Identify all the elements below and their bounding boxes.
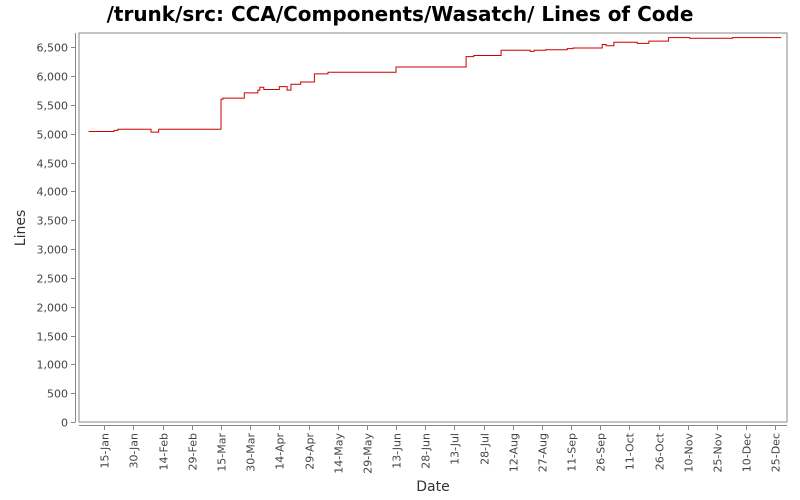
y-tick-label: 4,000 [37, 186, 69, 199]
x-tick-label: 30-Jan [128, 433, 141, 469]
x-tick-label: 26-Sep [595, 433, 608, 472]
y-tick-label: 2,500 [37, 273, 69, 286]
y-tick-label: 4,500 [37, 158, 69, 171]
x-axis-ticks: 15-Jan 30-Jan 14-Feb 29-Feb 15-Mar 30-Mar 14-A… [99, 425, 783, 474]
x-tick-label: 27-Aug [537, 433, 550, 472]
chart-title: /trunk/src: CCA/Components/Wasatch/ Line… [106, 2, 694, 26]
series-line [88, 37, 782, 133]
y-tick-label: 1,500 [37, 331, 69, 344]
y-tick-label: 2,000 [37, 302, 69, 315]
x-tick-label: 29-Apr [304, 433, 317, 470]
x-tick-label: 29-May [362, 433, 375, 474]
y-axis-label: Lines [13, 210, 29, 246]
x-tick-label: 13-Jun [391, 433, 404, 469]
x-tick-label: 11-Sep [566, 433, 579, 472]
x-tick-label: 14-May [333, 433, 346, 474]
x-tick-label: 12-Aug [508, 433, 521, 472]
y-axis-ticks: 0 500 1,000 1,500 2,000 2,500 3,000 3,500 4,000 4… [37, 42, 76, 430]
y-tick-label: 6,500 [37, 42, 69, 55]
y-tick-label: 1,000 [37, 359, 69, 372]
x-tick-label: 29-Feb [187, 433, 200, 470]
y-tick-label: 5,500 [37, 100, 69, 113]
plot-area [78, 32, 788, 423]
y-tick-label: 3,500 [37, 215, 69, 228]
x-axis-label: Date [416, 479, 449, 495]
x-tick-label: 28-Jun [420, 433, 433, 469]
series-layer [88, 37, 782, 133]
x-tick-label: 30-Mar [245, 433, 258, 472]
x-tick-label: 15-Mar [216, 433, 229, 472]
x-tick-label: 14-Feb [158, 433, 171, 470]
y-tick-label: 3,000 [37, 244, 69, 257]
y-tick-label: 0 [61, 417, 68, 430]
x-tick-label: 28-Jul [479, 433, 492, 465]
x-tick-label: 10-Nov [683, 433, 696, 473]
y-tick-label: 5,000 [37, 129, 69, 142]
x-tick-label: 14-Apr [274, 433, 287, 470]
x-tick-label: 26-Oct [654, 432, 667, 470]
y-tick-label: 6,000 [37, 71, 69, 84]
y-tick-label: 500 [47, 388, 68, 401]
x-tick-label: 11-Oct [624, 432, 637, 470]
x-tick-label: 13-Jul [449, 433, 462, 465]
x-tick-label: 25-Dec [770, 433, 783, 472]
x-tick-label: 25-Nov [712, 433, 725, 473]
x-tick-label: 15-Jan [99, 433, 112, 469]
x-tick-label: 10-Dec [741, 433, 754, 472]
